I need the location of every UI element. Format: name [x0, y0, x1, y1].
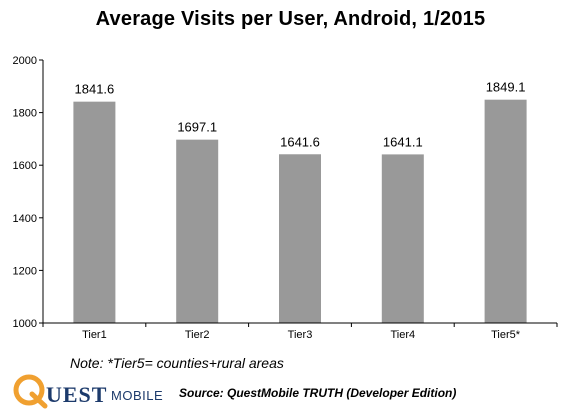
data-label: 1641.6 [280, 134, 320, 149]
data-label: 1641.1 [383, 134, 423, 149]
x-tick-label: Tier4 [390, 329, 415, 341]
data-label: 1697.1 [177, 120, 217, 135]
footer: UEST MOBILE Source: QuestMobile TRUTH (D… [0, 368, 581, 413]
y-tick-label: 1400 [13, 213, 37, 225]
chart-title: Average Visits per User, Android, 1/2015 [95, 8, 486, 30]
logo-subtext: MOBILE [111, 388, 164, 403]
chart-note: Note: *Tier5= counties+rural areas [70, 355, 284, 371]
bar-tier1 [73, 101, 116, 323]
y-tick-label: 1600 [13, 160, 37, 172]
x-tick-label: Tier2 [185, 329, 210, 341]
q-logo-icon [13, 374, 48, 409]
data-label: 1841.6 [75, 82, 115, 97]
source-text: Source: QuestMobile TRUTH (Developer Edi… [179, 386, 457, 400]
y-tick-label: 1000 [13, 318, 37, 330]
data-label: 1849.1 [486, 80, 526, 95]
x-tick-label: Tier3 [288, 329, 313, 341]
x-tick-label: Tier1 [82, 329, 107, 341]
x-tick-label: Tier5* [491, 329, 521, 341]
bar-tier4 [381, 154, 424, 323]
bar-tier3 [279, 154, 321, 323]
bar-tier2 [176, 139, 219, 323]
y-tick-label: 2000 [13, 55, 37, 67]
logo-text: UEST [46, 382, 108, 407]
y-tick-label: 1800 [13, 108, 37, 120]
quest-mobile-logo: UEST MOBILE [12, 370, 172, 410]
y-tick-label: 1200 [13, 265, 37, 277]
bar-tier5 [484, 99, 527, 323]
